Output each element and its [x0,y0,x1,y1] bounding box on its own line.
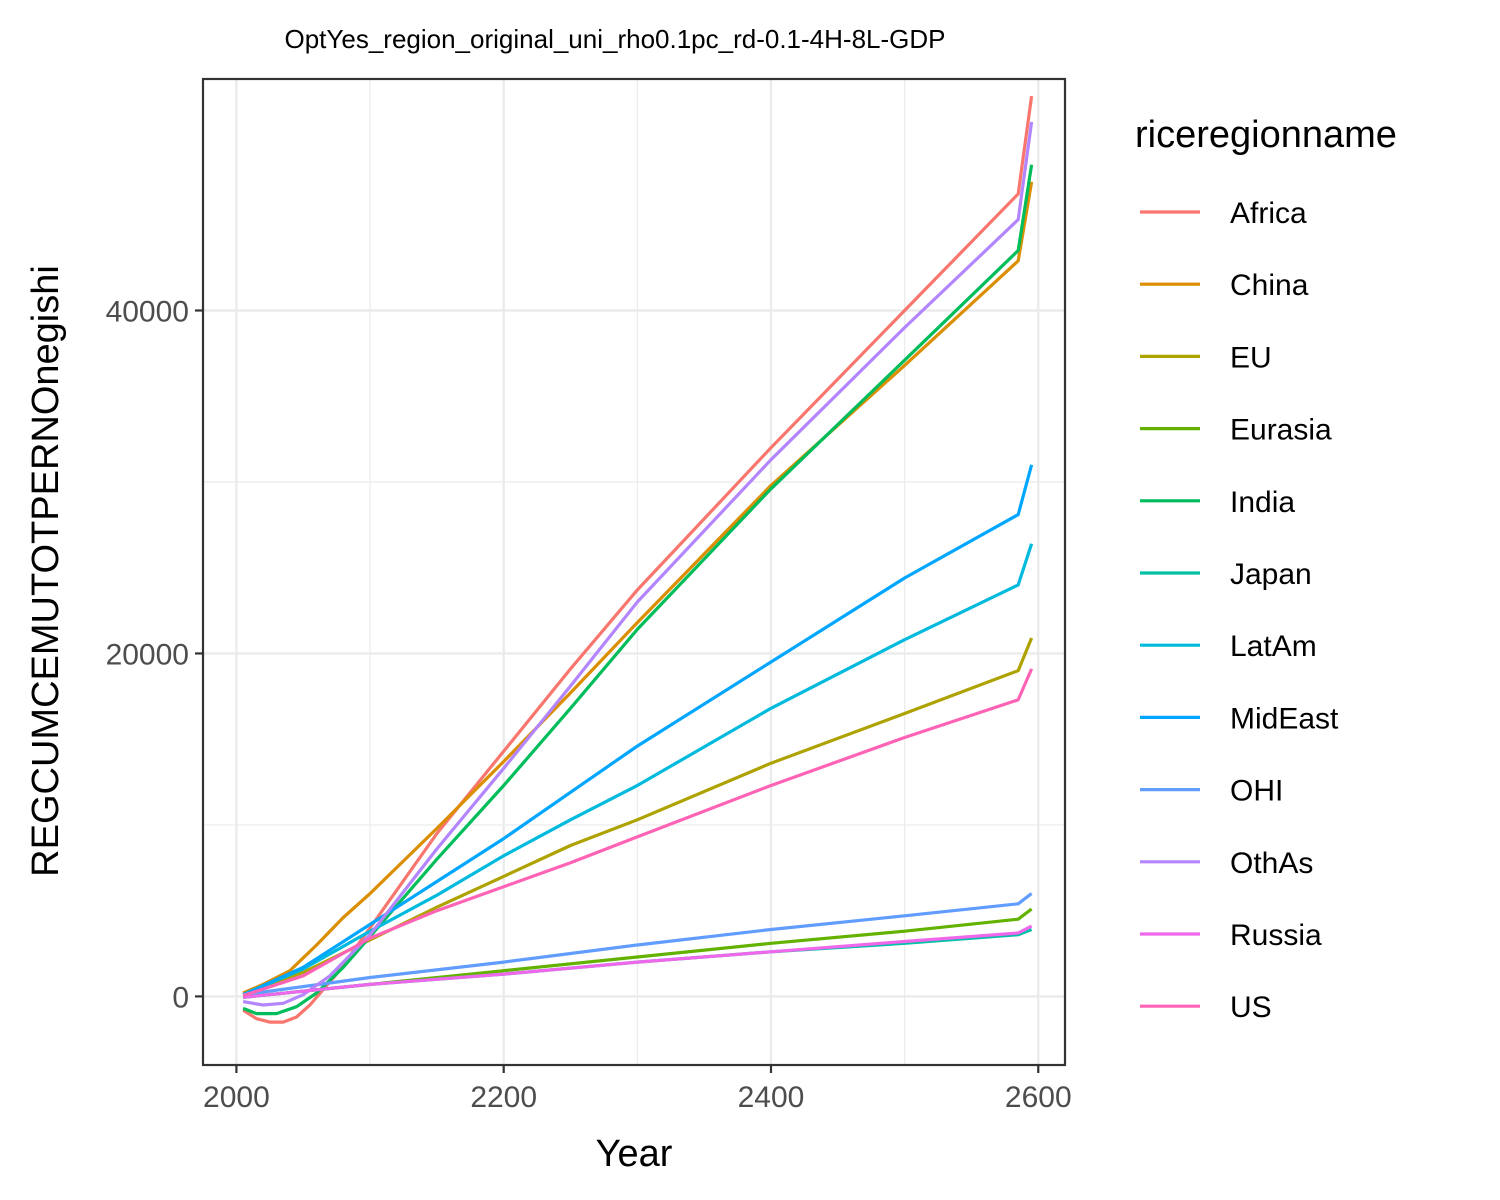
legend-item-africa: Africa [1140,197,1307,230]
legend-label: EU [1230,341,1272,374]
series-line-ohi [242,892,1033,997]
legend-item-us: US [1140,991,1272,1024]
series-line-russia [242,924,1033,999]
plot-border [201,77,1067,1067]
legend-label: Eurasia [1230,414,1332,447]
series-line-othas [242,121,1034,1007]
legend-label: MidEast [1230,702,1339,735]
x-axis-title: Year [596,1133,673,1175]
y-tick-label: 20000 [106,638,189,671]
x-tick-label: 2200 [470,1081,537,1114]
legend-title: riceregionname [1135,114,1397,156]
legend: riceregionname Africa China EU Eurasia India… [1135,114,1397,1024]
series-line-china [242,181,1034,995]
legend-item-eurasia: Eurasia [1140,414,1332,447]
legend-item-latam: LatAm [1140,630,1317,663]
legend-item-india: India [1140,486,1295,519]
legend-item-mideast: MidEast [1140,702,1339,735]
series-lines [242,95,1034,1024]
legend-item-russia: Russia [1140,919,1322,952]
legend-label: Japan [1230,558,1312,591]
legend-item-ohi: OHI [1140,775,1283,808]
legend-label: Africa [1230,197,1307,230]
legend-label: LatAm [1230,630,1317,663]
plot-panel [203,79,1065,1065]
legend-items: Africa China EU Eurasia India Japan LatAm MidEa… [1140,197,1339,1024]
y-tick-label: 40000 [106,295,189,328]
legend-label: US [1230,991,1272,1024]
legend-label: Russia [1230,919,1322,952]
series-line-africa [242,95,1034,1024]
series-line-mideast [242,464,1034,997]
series-line-india [242,164,1034,1016]
legend-label: China [1230,269,1309,302]
series-line-latam [242,543,1034,997]
legend-item-china: China [1140,269,1309,302]
legend-label: OthAs [1230,847,1313,880]
chart-title: OptYes_region_original_uni_rho0.1pc_rd-0… [285,24,946,54]
y-axis-title: REGCUMCEMUTOTPERNOnegishi [25,265,67,877]
legend-label: India [1230,486,1295,519]
y-axis: 0 20000 40000 [106,295,203,1014]
legend-item-othas: OthAs [1140,847,1313,880]
x-tick-label: 2000 [203,1081,270,1114]
series-line-us [242,668,1034,998]
legend-item-eu: EU [1140,341,1272,374]
x-axis: 2000 2200 2400 2600 [203,1065,1072,1114]
x-tick-label: 2400 [738,1081,805,1114]
y-tick-label: 0 [172,981,189,1014]
legend-label: OHI [1230,775,1283,808]
grid-minor [203,79,1065,1065]
x-tick-label: 2600 [1005,1081,1072,1114]
plot-area [201,77,1067,1067]
grid-major [203,79,1065,1065]
legend-item-japan: Japan [1140,558,1312,591]
